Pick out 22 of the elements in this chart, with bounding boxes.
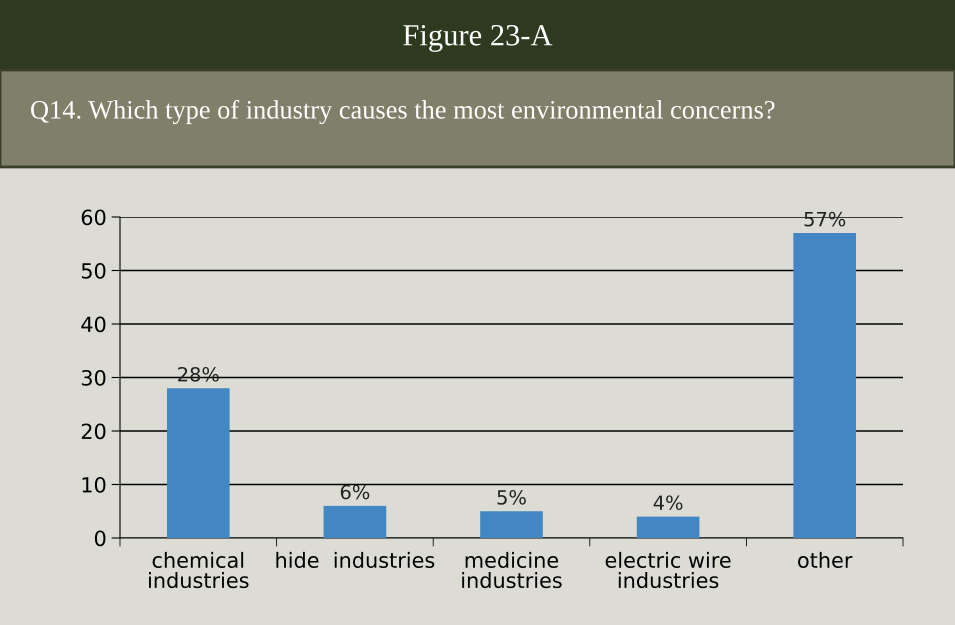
bar bbox=[793, 233, 856, 538]
x-tick-label: medicine industries bbox=[462, 552, 562, 588]
y-tick-label: 0 bbox=[94, 530, 106, 546]
y-tick-label: 10 bbox=[82, 476, 106, 493]
x-tick-label: electric wire industries bbox=[606, 552, 731, 588]
x-tick-label: chemical industries bbox=[149, 552, 249, 588]
y-tick-label: 20 bbox=[82, 423, 106, 440]
x-tick-label: other bbox=[798, 552, 852, 568]
x-tick-label: hide industries bbox=[276, 552, 434, 568]
bar bbox=[480, 511, 543, 538]
chart-title: Figure 23-A bbox=[403, 25, 552, 52]
chart-subtitle: Q14. Which type of industry causes the most environmental concerns? bbox=[31, 100, 774, 124]
y-tick-label: 40 bbox=[81, 316, 106, 332]
y-tick-label: 50 bbox=[82, 262, 106, 279]
bar bbox=[324, 506, 386, 538]
bar bbox=[636, 516, 700, 538]
data-label: 5% bbox=[498, 490, 526, 505]
y-tick-label: 30 bbox=[82, 370, 106, 386]
data-label: 4% bbox=[654, 495, 682, 510]
bar bbox=[166, 388, 230, 538]
y-tick-label: 60 bbox=[82, 209, 106, 226]
data-label: 6% bbox=[340, 484, 370, 500]
